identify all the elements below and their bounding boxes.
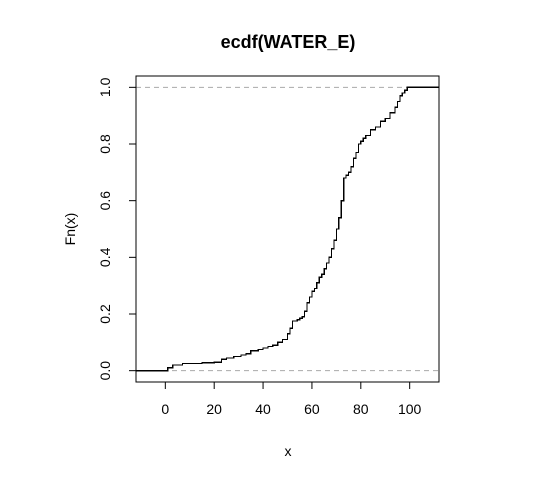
x-axis: 0 20 40 60 80 100 bbox=[161, 382, 422, 417]
y-axis-label: Fn(x) bbox=[62, 213, 78, 246]
x-tick-label: 80 bbox=[353, 401, 369, 417]
x-tick-label: 100 bbox=[398, 401, 422, 417]
y-tick-label: 0.2 bbox=[97, 304, 113, 324]
plot-frame bbox=[135, 75, 440, 383]
x-tick-label: 0 bbox=[161, 401, 169, 417]
ecdf-series-line bbox=[136, 86, 439, 372]
x-tick-label: 60 bbox=[304, 401, 320, 417]
x-tick-label: 40 bbox=[255, 401, 271, 417]
y-tick-label: 0.4 bbox=[97, 247, 113, 267]
y-tick-label: 0.6 bbox=[97, 191, 113, 211]
x-axis-label: x bbox=[285, 443, 292, 459]
reference-lines bbox=[136, 86, 439, 372]
chart-title: ecdf(WATER_E) bbox=[221, 32, 356, 52]
y-tick-label: 1.0 bbox=[97, 77, 113, 97]
y-axis: 0.0 0.2 0.4 0.6 0.8 1.0 bbox=[97, 77, 136, 380]
y-tick-label: 0.8 bbox=[97, 134, 113, 154]
x-tick-label: 20 bbox=[206, 401, 222, 417]
y-tick-label: 0.0 bbox=[97, 361, 113, 381]
